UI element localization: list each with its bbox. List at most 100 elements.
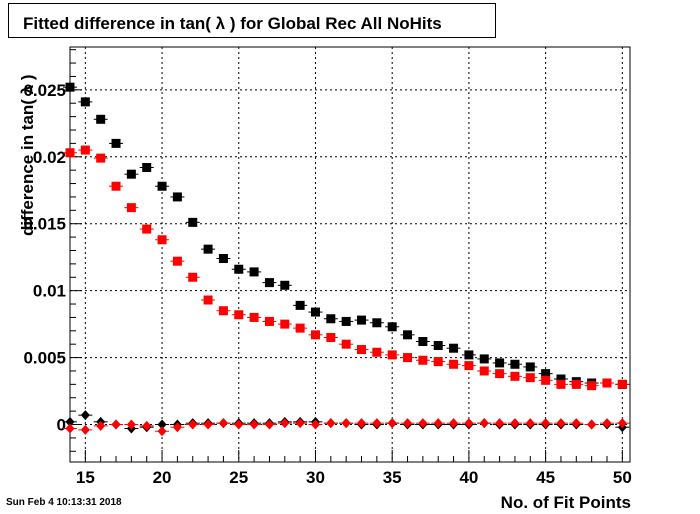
data-point-diamond — [310, 419, 320, 430]
data-point-square — [96, 153, 106, 163]
data-point-square — [234, 310, 244, 320]
data-point-square — [418, 337, 428, 347]
data-point-square — [357, 315, 367, 325]
data-point-square — [387, 350, 397, 360]
data-point-diamond — [218, 418, 228, 429]
data-point-square — [541, 369, 551, 379]
chart-title: Fitted difference in tan( λ ) for Global… — [23, 14, 442, 33]
data-point-square — [587, 381, 597, 391]
data-point-square — [295, 323, 305, 333]
data-point-square — [418, 355, 428, 365]
data-point-square — [264, 316, 274, 326]
data-point-square — [403, 353, 413, 363]
data-point-diamond — [65, 423, 75, 434]
data-point-square — [80, 97, 90, 107]
data-point-diamond — [65, 416, 75, 427]
data-point-square — [479, 366, 489, 376]
data-point-square — [218, 254, 228, 264]
data-point-diamond — [357, 418, 367, 429]
data-point-square — [525, 362, 535, 372]
data-point-diamond — [280, 418, 290, 429]
data-point-square — [218, 306, 228, 316]
data-point-square — [96, 114, 106, 124]
data-point-diamond — [172, 422, 182, 433]
data-point-diamond — [602, 418, 612, 429]
data-point-square — [172, 256, 182, 266]
data-point-square — [464, 350, 474, 360]
data-point-square — [341, 316, 351, 326]
data-point-diamond — [525, 418, 535, 429]
data-point-square — [326, 314, 336, 324]
data-point-diamond — [449, 418, 459, 429]
data-point-square — [249, 312, 259, 322]
data-point-square — [310, 307, 320, 317]
data-point-square — [157, 181, 167, 191]
x-tick-label: 45 — [536, 468, 555, 487]
y-axis-label: difference in tan( λ ) — [18, 74, 37, 236]
data-point-diamond — [295, 418, 305, 429]
data-point-square — [234, 264, 244, 274]
data-point-diamond — [142, 420, 152, 431]
data-point-square — [126, 169, 136, 179]
data-point-square — [188, 217, 198, 227]
data-point-square — [157, 235, 167, 245]
y-tick-label: 0 — [57, 416, 66, 435]
data-point-square — [280, 280, 290, 290]
data-point-diamond — [264, 419, 274, 430]
data-point-square — [387, 322, 397, 332]
data-point-square — [495, 358, 505, 368]
x-tick-label: 50 — [613, 468, 632, 487]
data-point-square — [372, 347, 382, 357]
data-point-square — [556, 379, 566, 389]
data-point-square — [525, 373, 535, 383]
data-point-square — [111, 138, 121, 148]
data-point-diamond — [126, 419, 136, 430]
data-point-square — [571, 379, 581, 389]
data-point-square — [541, 375, 551, 385]
data-point-diamond — [541, 418, 551, 429]
data-point-square — [310, 330, 320, 340]
data-point-square — [65, 148, 75, 158]
data-point-diamond — [433, 418, 443, 429]
data-point-square — [249, 267, 259, 277]
data-point-square — [111, 181, 121, 191]
data-point-square — [357, 345, 367, 355]
data-point-diamond — [111, 419, 121, 430]
data-point-diamond — [495, 418, 505, 429]
data-point-diamond — [479, 418, 489, 429]
data-point-square — [295, 300, 305, 310]
data-point-diamond — [403, 418, 413, 429]
data-point-diamond — [203, 419, 213, 430]
y-tick-label: 0.015 — [23, 215, 66, 234]
data-point-square — [280, 319, 290, 329]
data-point-diamond — [510, 418, 520, 429]
y-tick-label: 0.005 — [23, 349, 66, 368]
data-point-diamond — [326, 418, 336, 429]
data-point-square — [172, 192, 182, 202]
data-point-diamond — [571, 418, 581, 429]
x-tick-label: 30 — [306, 468, 325, 487]
data-point-square — [65, 82, 75, 92]
data-point-square — [341, 339, 351, 349]
data-point-square — [203, 244, 213, 254]
plot-frame — [69, 46, 631, 463]
data-point-diamond — [80, 410, 90, 421]
data-point-diamond — [387, 418, 397, 429]
x-tick-label: 35 — [383, 468, 402, 487]
data-point-square — [510, 359, 520, 369]
data-point-square — [617, 379, 627, 389]
data-point-diamond — [617, 418, 627, 429]
data-point-square — [479, 354, 489, 364]
data-point-square — [556, 374, 566, 384]
x-tick-label: 25 — [229, 468, 248, 487]
data-point-diamond — [188, 419, 198, 430]
x-tick-label: 20 — [153, 468, 172, 487]
data-point-diamond — [556, 418, 566, 429]
title-box: Fitted difference in tan( λ ) for Global… — [8, 3, 496, 38]
data-point-diamond — [341, 418, 351, 429]
data-point-square — [449, 359, 459, 369]
data-point-square — [142, 224, 152, 234]
data-point-diamond — [587, 419, 597, 430]
y-tick-label: 0.02 — [33, 148, 66, 167]
data-point-square — [326, 333, 336, 342]
